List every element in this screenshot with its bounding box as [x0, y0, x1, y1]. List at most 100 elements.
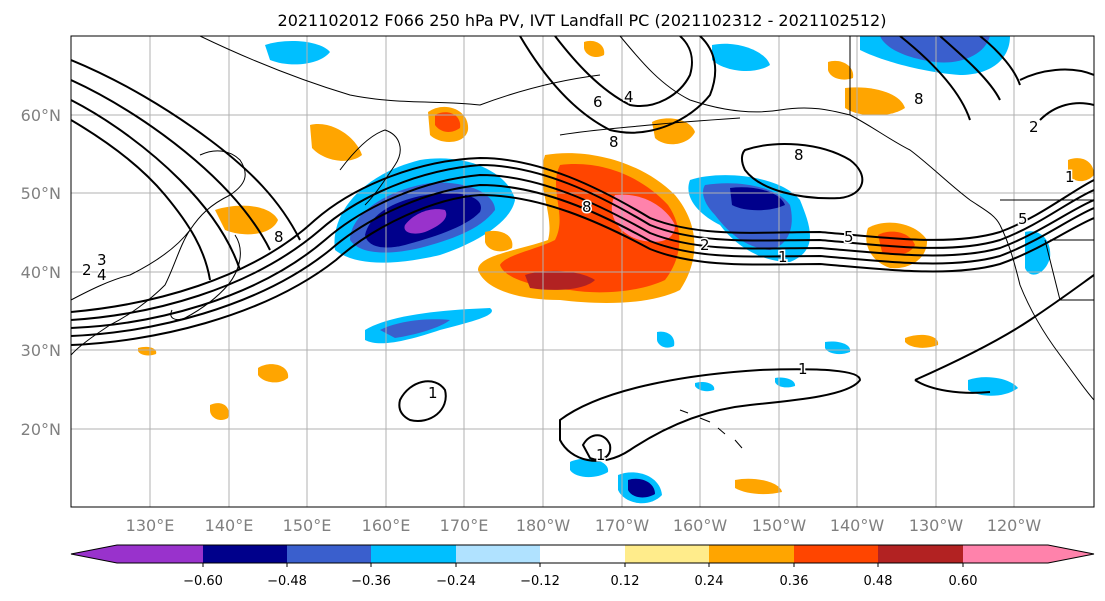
colorbar-tick-label: −0.12 [520, 574, 560, 589]
lat-tick-label: 40°N [21, 263, 61, 282]
colorbar-segment [117, 545, 203, 563]
lat-tick-label: 60°N [21, 106, 61, 125]
lon-tick-label: 140°W [830, 516, 885, 535]
pv-contour [554, 36, 693, 107]
contour-labels: 3 2 4 8 6 4 8 8 8 2 5 1 1 1 1 8 2 5 1 [81, 87, 1077, 466]
colorbar-tick-label: −0.36 [351, 574, 391, 589]
map-panel: 3 2 4 8 6 4 8 8 8 2 5 1 1 1 1 8 2 5 1 [70, 35, 1095, 508]
colorbar-segment [625, 545, 709, 563]
pv-contour [1019, 68, 1094, 121]
figure-title: 2021102012 F066 250 hPa PV, IVT Landfall… [278, 11, 887, 30]
contour-label: 1 [428, 384, 438, 402]
negative-anomaly-region [657, 331, 675, 348]
negative-anomaly-region [968, 377, 1018, 396]
pv-contour [71, 183, 1094, 337]
graticule [71, 36, 1094, 507]
colorbar-segment [794, 545, 878, 563]
negative-anomaly-region [775, 377, 796, 388]
colorbar-tick-label: −0.48 [267, 574, 307, 589]
pv-contour [581, 434, 612, 461]
positive-anomaly-core [435, 112, 461, 132]
coastline-aleutians [559, 117, 741, 136]
pv-contour [914, 274, 1094, 394]
colorbar-tick-label: 0.24 [695, 574, 724, 589]
positive-anomaly-region [735, 478, 782, 495]
negative-anomaly-region [380, 319, 450, 338]
contour-label: 5 [844, 228, 854, 246]
colorbar-segment [203, 545, 287, 563]
positive-anomaly-region [905, 334, 939, 348]
negative-anomaly-core [628, 478, 655, 498]
contour-label: 8 [794, 146, 804, 164]
contour-label: 1 [798, 360, 808, 378]
positive-anomaly-region [584, 40, 605, 58]
colorbar-segment [287, 545, 371, 563]
lon-tick-label: 150°W [752, 516, 807, 535]
pv-contour [71, 193, 1094, 346]
contour-label: 4 [624, 88, 634, 106]
pv-contour [71, 156, 1094, 313]
lon-tick-label: 180°W [516, 516, 571, 535]
contour-label: 1 [596, 446, 606, 464]
colorbar-segment [371, 545, 456, 563]
colorbar-tick-label: −0.60 [183, 574, 223, 589]
positive-anomaly-region [845, 87, 905, 116]
contour-label: 2 [82, 261, 92, 279]
contour-label: 4 [97, 266, 107, 284]
lon-tick-label: 130°E [126, 516, 175, 535]
pv-contour [899, 36, 1021, 121]
lon-tick-label: 120°W [987, 516, 1042, 535]
negative-anomaly-region [265, 40, 330, 65]
lon-tick-label: 130°W [909, 516, 964, 535]
positive-anomaly-region [215, 205, 278, 235]
negative-anomaly-region [570, 458, 609, 478]
lat-tick-label: 30°N [21, 341, 61, 360]
lon-tick-label: 160°W [673, 516, 728, 535]
negative-anomaly-extreme [404, 209, 447, 234]
coastline-north-america [999, 224, 1094, 401]
colorbar-segment [709, 545, 794, 563]
lon-tick-label: 160°E [362, 516, 411, 535]
pv-contour [519, 36, 717, 134]
latitude-axis: 60°N 50°N 40°N 30°N 20°N [21, 106, 61, 439]
positive-anomaly-region [138, 346, 157, 356]
coastline-asia [71, 150, 246, 356]
pv-contour [741, 143, 864, 200]
contour-label: 2 [700, 236, 710, 254]
colorbar-segment [456, 545, 540, 563]
colorbar-segment [878, 545, 963, 563]
positive-anomaly-region [652, 118, 695, 145]
positive-anomaly-region [258, 364, 289, 383]
colorbar-segment [963, 545, 1048, 563]
pv-contour [71, 163, 1094, 321]
contour-label: 8 [609, 133, 619, 151]
contour-label: 3 [97, 251, 107, 269]
contour-label: 8 [914, 90, 924, 108]
negative-anomaly-region [825, 341, 851, 355]
lat-tick-label: 20°N [21, 420, 61, 439]
colorbar-tick-label: 0.12 [611, 574, 640, 589]
colorbar-tick-label: −0.24 [436, 574, 476, 589]
coastline-hawaii [679, 409, 743, 449]
pv-contour [559, 368, 862, 462]
colorbar-tick-label: 0.60 [949, 574, 978, 589]
positive-anomaly-region [828, 60, 854, 80]
colorbar-tick-label: 0.48 [864, 574, 893, 589]
colorbar-outline [70, 544, 1095, 564]
colorbar-tick-label: 0.36 [780, 574, 809, 589]
contour-label: 8 [582, 198, 592, 216]
positive-anomaly-core [611, 194, 675, 242]
longitude-axis: 130°E 140°E 150°E 160°E 170°E 180°W 170°… [126, 516, 1042, 535]
negative-anomaly-region [712, 43, 770, 72]
map-frame [70, 35, 1095, 508]
contour-label: 1 [1065, 168, 1075, 186]
positive-anomaly-region [210, 403, 229, 421]
contour-label: 8 [274, 228, 284, 246]
lat-tick-label: 50°N [21, 184, 61, 203]
pv-contour [398, 380, 447, 422]
pv-contour [71, 59, 301, 281]
contour-label: 5 [1018, 210, 1028, 228]
state-borders [849, 36, 1094, 301]
contour-label: 1 [778, 248, 788, 266]
